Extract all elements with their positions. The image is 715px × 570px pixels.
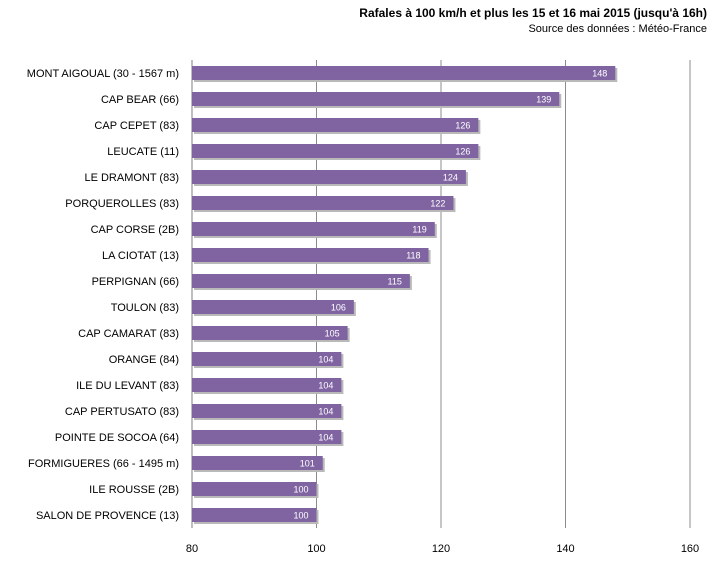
- category-label: CAP CAMARAT (83): [78, 328, 179, 340]
- category-label: TOULON (83): [111, 302, 179, 314]
- data-label: 126: [455, 121, 470, 131]
- data-label: 104: [318, 433, 333, 443]
- data-label: 105: [325, 329, 340, 339]
- category-label: PERPIGNAN (66): [92, 276, 179, 288]
- bar: [192, 482, 317, 496]
- category-label: PORQUEROLLES (83): [65, 198, 179, 210]
- bar: [192, 508, 317, 522]
- data-label: 148: [592, 69, 607, 79]
- bar: [192, 274, 410, 288]
- data-label: 126: [455, 147, 470, 157]
- x-tick-label: 140: [556, 543, 574, 555]
- category-label: CAP BEAR (66): [101, 94, 179, 106]
- category-label: FORMIGUERES (66 - 1495 m): [28, 458, 179, 470]
- chart-title: Rafales à 100 km/h et plus les 15 et 16 …: [359, 6, 707, 20]
- bar: [192, 378, 342, 392]
- data-label: 100: [293, 485, 308, 495]
- data-label: 104: [318, 381, 333, 391]
- category-label: CAP CORSE (2B): [91, 224, 179, 236]
- x-tick-labels: 80 100 120 140 160: [186, 543, 699, 555]
- category-label: LE DRAMONT (83): [84, 172, 179, 184]
- data-label: 119: [412, 225, 426, 235]
- data-label: 115: [388, 277, 402, 287]
- data-label: 104: [318, 355, 333, 365]
- bar: [192, 326, 348, 340]
- bar: [192, 404, 342, 418]
- chart-subtitle: Source des données : Météo-France: [528, 23, 707, 35]
- category-label: LA CIOTAT (13): [102, 250, 179, 262]
- bar: [192, 92, 560, 106]
- data-label: 106: [331, 303, 346, 313]
- bar: [192, 248, 429, 262]
- category-label: SALON DE PROVENCE (13): [36, 510, 179, 522]
- data-label: 118: [406, 251, 420, 261]
- category-label: ILE DU LEVANT (83): [76, 380, 179, 392]
- bar: [192, 456, 323, 470]
- data-label: 124: [443, 173, 458, 183]
- x-tick-label: 120: [432, 543, 450, 555]
- data-label: 101: [300, 459, 315, 469]
- category-label: ORANGE (84): [109, 354, 179, 366]
- category-label: MONT AIGOUAL (30 - 1567 m): [27, 68, 179, 80]
- data-label: 104: [318, 407, 333, 417]
- category-label: CAP PERTUSATO (83): [65, 406, 179, 418]
- grid-lines: [191, 60, 691, 528]
- x-tick-label: 100: [307, 543, 325, 555]
- bar: [192, 222, 435, 236]
- bar: [192, 430, 342, 444]
- category-label: CAP CEPET (83): [94, 120, 179, 132]
- category-label: LEUCATE (11): [107, 146, 179, 158]
- bar: [192, 352, 342, 366]
- bar: [192, 144, 479, 158]
- bars: 148 139 126 126 124 122 119 118 115 106 105 104 104 1…: [192, 66, 618, 524]
- bar: [192, 170, 466, 184]
- category-label: POINTE DE SOCOA (64): [55, 432, 179, 444]
- data-label: 122: [430, 199, 445, 209]
- bar: [192, 196, 454, 210]
- category-label: ILE ROUSSE (2B): [89, 484, 179, 496]
- bar: [192, 118, 479, 132]
- bar: [192, 300, 354, 314]
- bar: [192, 66, 616, 80]
- category-labels: MONT AIGOUAL (30 - 1567 m) CAP BEAR (66) C…: [27, 68, 179, 522]
- data-label: 100: [293, 511, 308, 521]
- x-tick-label: 160: [681, 543, 699, 555]
- data-label: 139: [536, 95, 551, 105]
- x-tick-label: 80: [186, 543, 198, 555]
